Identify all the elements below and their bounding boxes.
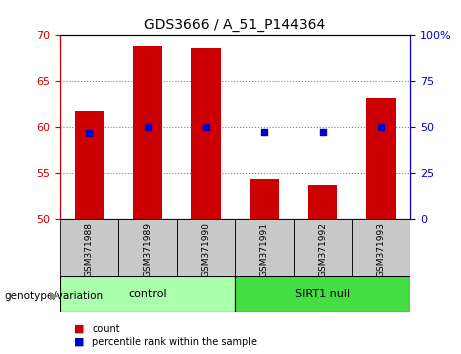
Bar — [133, 46, 162, 219]
Bar — [366, 98, 396, 219]
Text: ■: ■ — [74, 324, 84, 333]
Bar — [75, 111, 104, 219]
Text: GSM371992: GSM371992 — [318, 222, 327, 277]
Text: GSM371988: GSM371988 — [85, 222, 94, 277]
Bar — [235, 276, 410, 312]
Bar — [308, 185, 337, 219]
Bar — [60, 219, 118, 276]
Point — [319, 129, 326, 135]
Point — [260, 129, 268, 135]
Text: count: count — [92, 324, 120, 333]
Text: GSM371991: GSM371991 — [260, 222, 269, 277]
Bar — [177, 219, 235, 276]
Bar — [118, 219, 177, 276]
Text: GSM371993: GSM371993 — [377, 222, 385, 277]
Point — [202, 125, 210, 130]
Text: GSM371989: GSM371989 — [143, 222, 152, 277]
Point — [378, 125, 385, 130]
Bar — [235, 219, 294, 276]
Text: ■: ■ — [74, 337, 84, 347]
Text: GSM371990: GSM371990 — [201, 222, 210, 277]
Text: ▶: ▶ — [50, 291, 59, 301]
Point — [85, 130, 93, 136]
Point — [144, 125, 151, 130]
Bar — [191, 48, 220, 219]
Bar — [352, 219, 410, 276]
Text: SIRT1 null: SIRT1 null — [295, 289, 350, 299]
Bar — [60, 276, 235, 312]
Bar — [294, 219, 352, 276]
Title: GDS3666 / A_51_P144364: GDS3666 / A_51_P144364 — [144, 18, 326, 32]
Text: percentile rank within the sample: percentile rank within the sample — [92, 337, 257, 347]
Text: genotype/variation: genotype/variation — [5, 291, 104, 301]
Bar — [250, 179, 279, 219]
Text: control: control — [128, 289, 167, 299]
